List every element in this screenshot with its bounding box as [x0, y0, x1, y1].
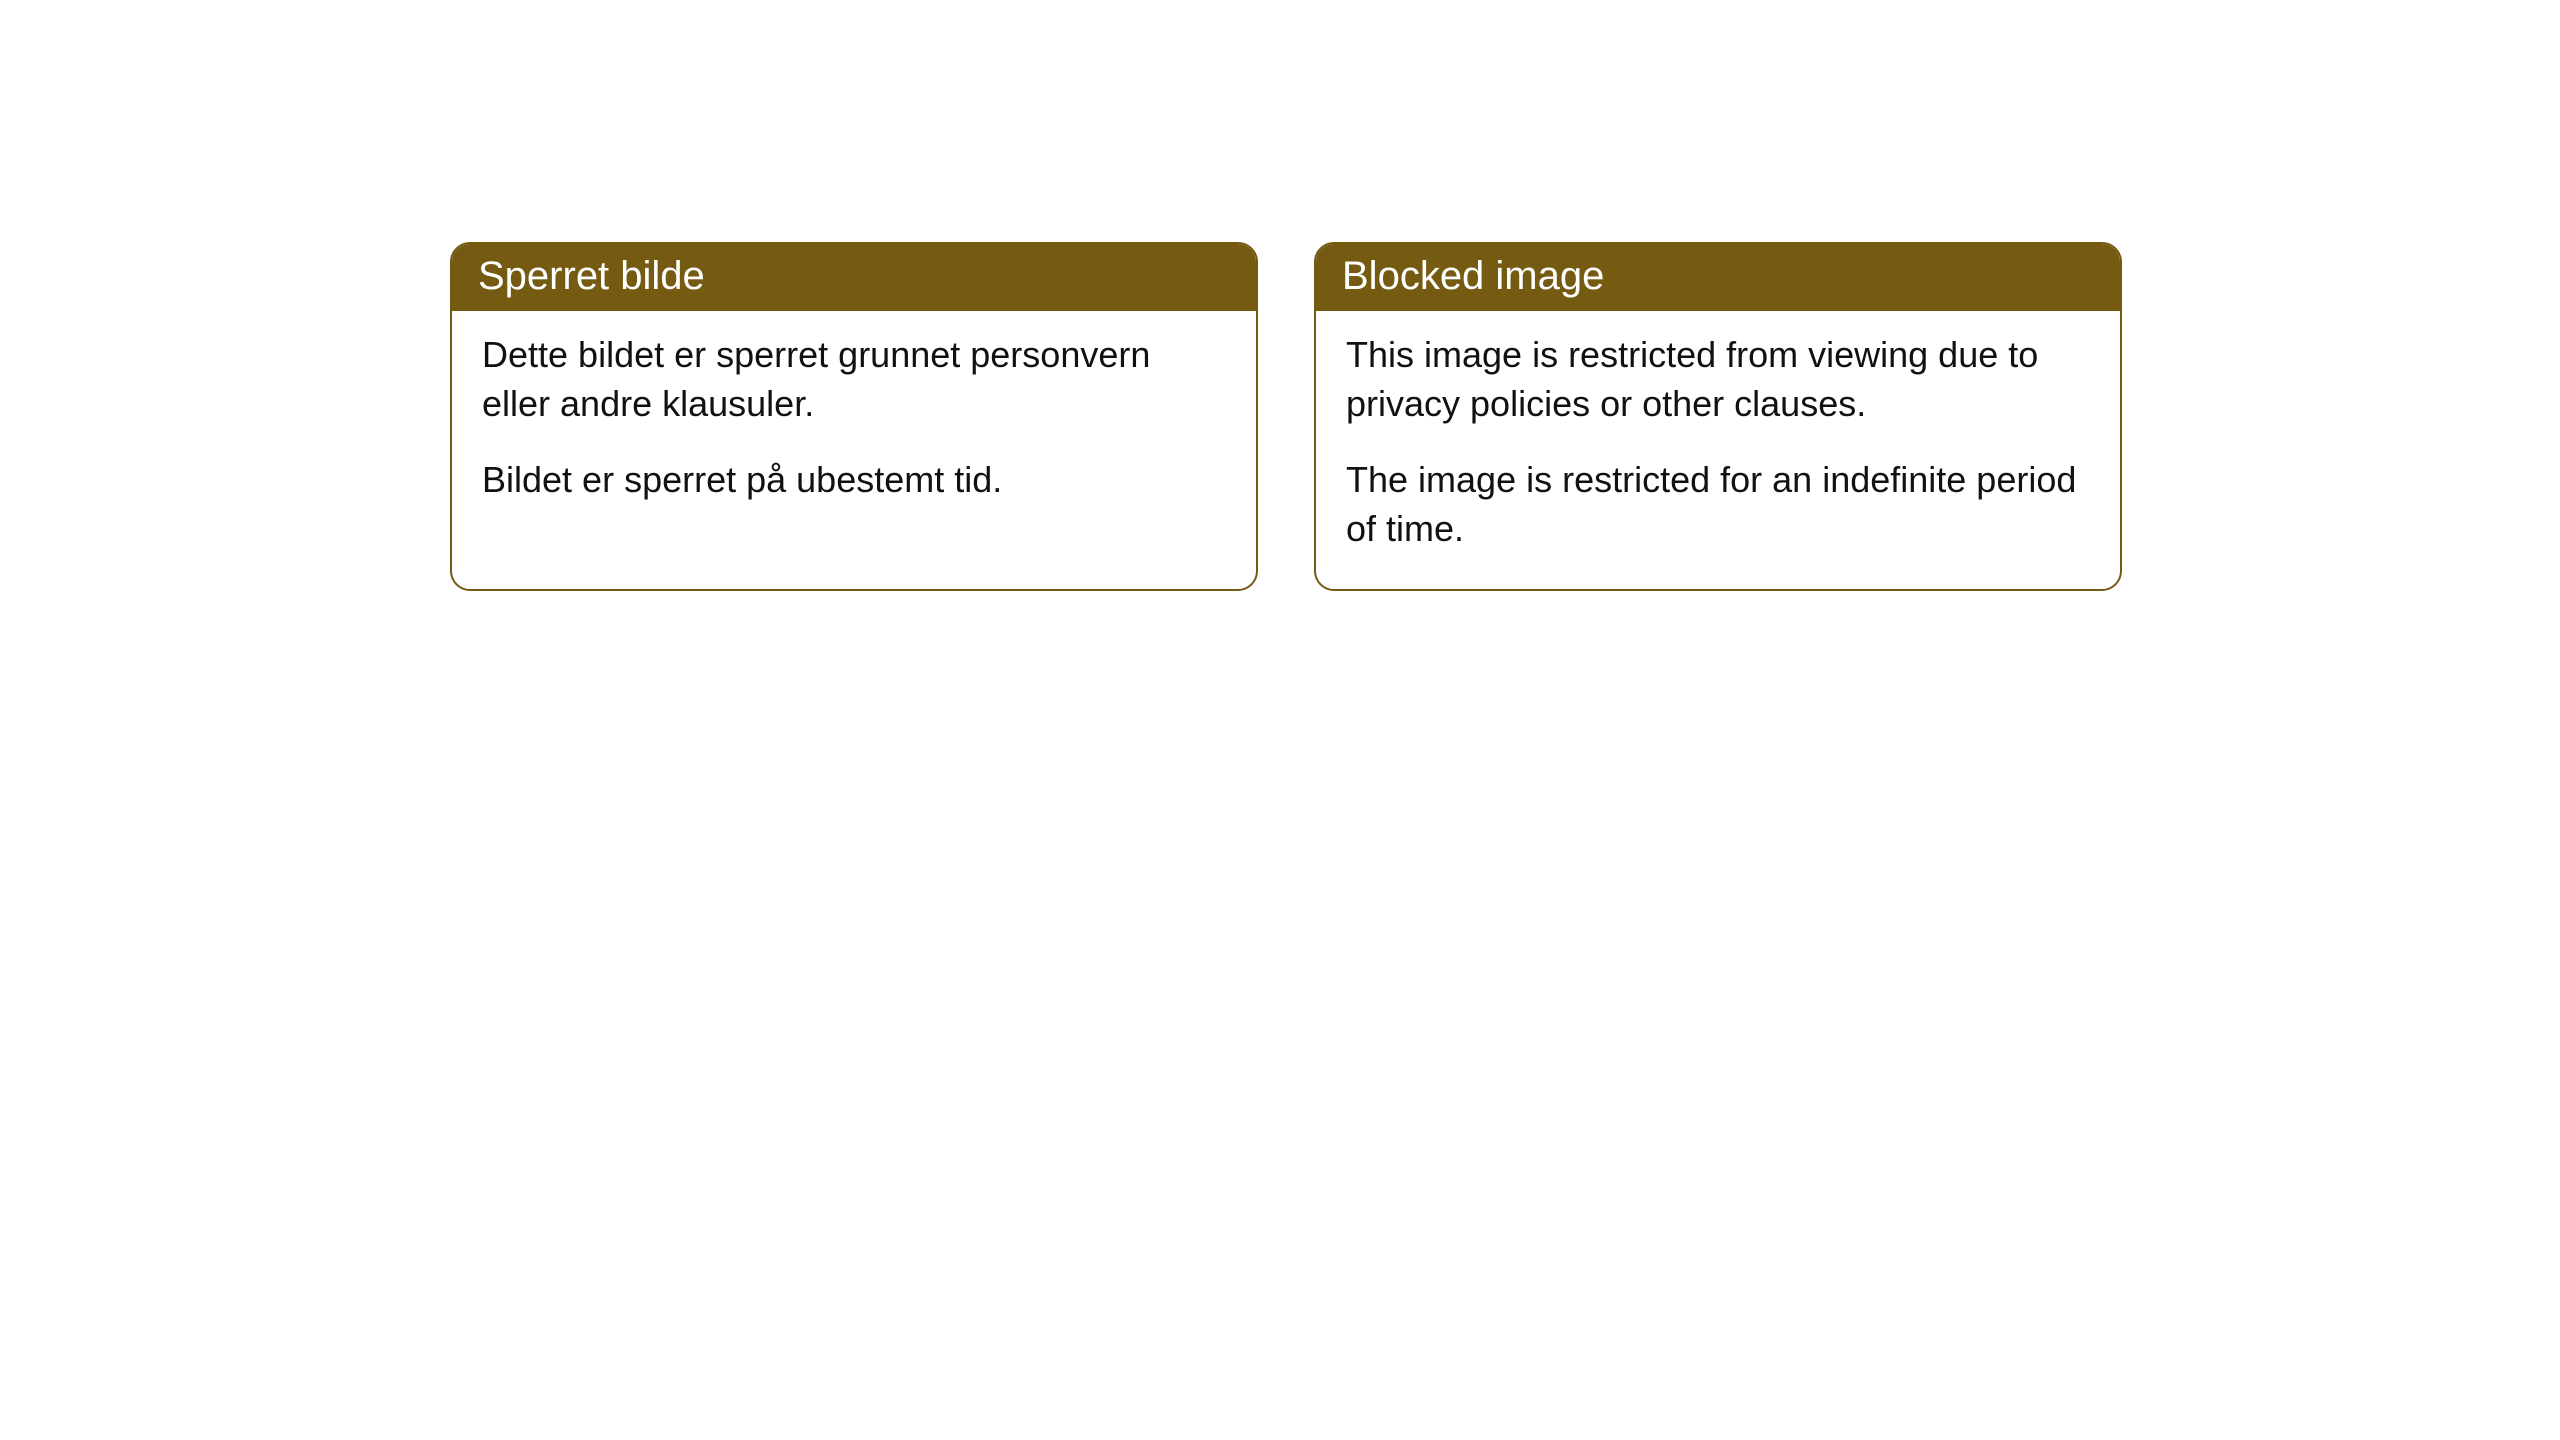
notice-text-1-en: This image is restricted from viewing du…	[1346, 331, 2090, 428]
notice-text-2-no: Bildet er sperret på ubestemt tid.	[482, 456, 1226, 505]
card-body-english: This image is restricted from viewing du…	[1316, 311, 2120, 589]
notice-text-1-no: Dette bildet er sperret grunnet personve…	[482, 331, 1226, 428]
card-header-english: Blocked image	[1316, 244, 2120, 311]
notice-text-2-en: The image is restricted for an indefinit…	[1346, 456, 2090, 553]
card-body-norwegian: Dette bildet er sperret grunnet personve…	[452, 311, 1256, 541]
notice-card-english: Blocked image This image is restricted f…	[1314, 242, 2122, 591]
notice-card-norwegian: Sperret bilde Dette bildet er sperret gr…	[450, 242, 1258, 591]
notice-cards-container: Sperret bilde Dette bildet er sperret gr…	[450, 242, 2560, 591]
card-header-norwegian: Sperret bilde	[452, 244, 1256, 311]
